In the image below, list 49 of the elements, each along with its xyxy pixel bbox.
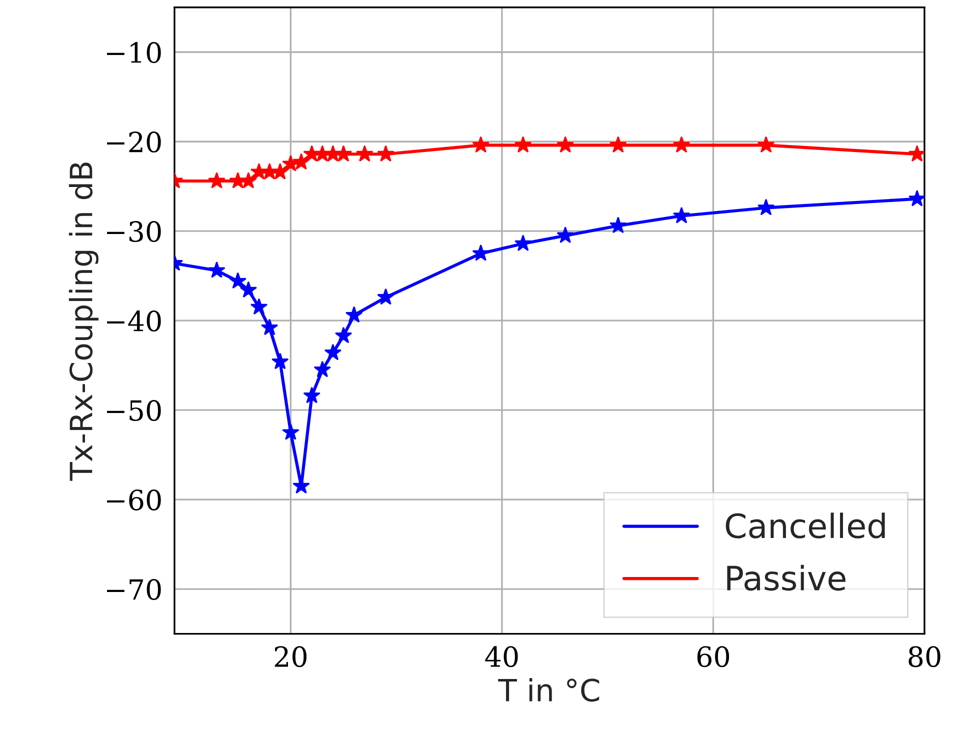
- y-tick-label: −50: [106, 400, 161, 422]
- legend-label: Passive: [727, 564, 846, 591]
- x-tick-label: 20: [274, 646, 307, 668]
- point: [271, 163, 289, 180]
- point: [250, 298, 268, 315]
- y-tick-label: −60: [106, 490, 161, 511]
- point: [208, 261, 226, 278]
- point: [472, 244, 490, 261]
- point: [260, 318, 278, 336]
- y-tick-label: −10: [106, 42, 161, 64]
- point: [271, 352, 289, 370]
- x-tick-label: 80: [908, 646, 940, 668]
- x-tick-label: 60: [697, 646, 730, 668]
- point: [610, 136, 627, 153]
- point: [377, 145, 394, 162]
- point: [908, 145, 924, 162]
- point: [514, 136, 532, 153]
- point: [556, 136, 574, 153]
- point: [324, 344, 342, 360]
- point: [757, 136, 775, 153]
- point: [240, 172, 258, 188]
- point: [356, 145, 374, 162]
- point: [314, 360, 331, 378]
- point: [292, 153, 310, 170]
- point: [377, 288, 394, 305]
- x-tick-label: 40: [485, 646, 518, 668]
- point: [908, 190, 924, 206]
- point: [229, 272, 246, 289]
- point: [472, 136, 490, 153]
- y-tick-label: −70: [106, 579, 161, 600]
- point: [334, 145, 352, 162]
- point: [514, 234, 532, 252]
- point: [556, 226, 574, 244]
- legend-label: Cancelled: [726, 512, 885, 538]
- point: [672, 136, 690, 153]
- y-axis-title: Tx-Rx-Coupling in dB: [68, 162, 98, 481]
- y-tick-label: −40: [106, 310, 161, 332]
- point: [672, 206, 690, 224]
- point: [240, 281, 258, 298]
- point: [303, 386, 320, 404]
- y-tick-label: −30: [106, 221, 161, 242]
- point: [208, 172, 226, 188]
- point: [757, 198, 775, 216]
- point: [334, 326, 352, 344]
- point: [282, 423, 300, 440]
- y-tick-label: −20: [106, 132, 161, 153]
- x-axis-title: T in °C: [498, 678, 600, 702]
- point: [610, 216, 627, 234]
- point: [345, 306, 363, 323]
